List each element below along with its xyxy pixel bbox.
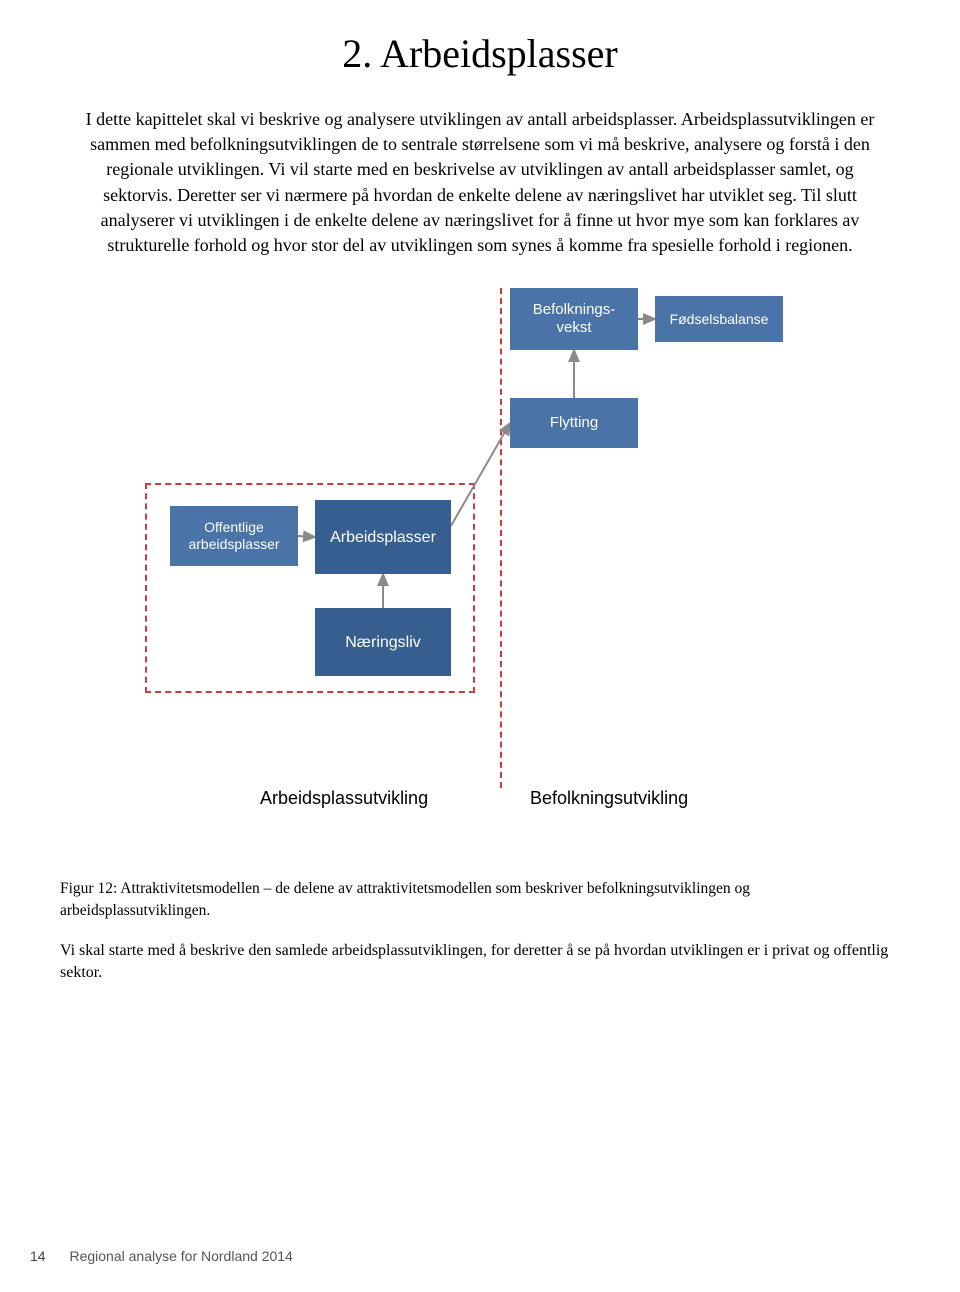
footer-doc-title: Regional analyse for Nordland 2014 [69, 1248, 292, 1264]
flowchart-diagram: Befolknings-vekst Fødselsbalanse Flytting O… [90, 288, 870, 828]
intro-paragraph: I dette kapittelet skal vi beskrive og a… [70, 107, 890, 258]
body-paragraph: Vi skal starte med å beskrive den samled… [60, 940, 900, 985]
node-arbeidsplasser: Arbeidsplasser [315, 500, 451, 574]
node-naeringsliv: Næringsliv [315, 608, 451, 676]
node-befolkningsvekst: Befolknings-vekst [510, 288, 638, 350]
node-offentlige: Offentligearbeidsplasser [170, 506, 298, 566]
label-arbeidsplassutvikling: Arbeidsplassutvikling [260, 788, 428, 809]
page-footer: 14 Regional analyse for Nordland 2014 [30, 1248, 293, 1264]
arrow-arbeidsplasser-to-flytting [451, 423, 510, 526]
page: 2. Arbeidsplasser I dette kapittelet ska… [0, 0, 960, 1292]
figure-caption: Figur 12: Attraktivitetsmodellen – de de… [60, 878, 900, 921]
label-befolkningsutvikling: Befolkningsutvikling [530, 788, 688, 809]
chapter-title: 2. Arbeidsplasser [60, 30, 900, 77]
diagram-container: Befolknings-vekst Fødselsbalanse Flytting O… [60, 288, 900, 828]
node-fodselsbalanse: Fødselsbalanse [655, 296, 783, 342]
arrow-offentlige-to-arbeidsplasser [298, 536, 315, 537]
page-number: 14 [30, 1248, 46, 1264]
node-flytting: Flytting [510, 398, 638, 448]
